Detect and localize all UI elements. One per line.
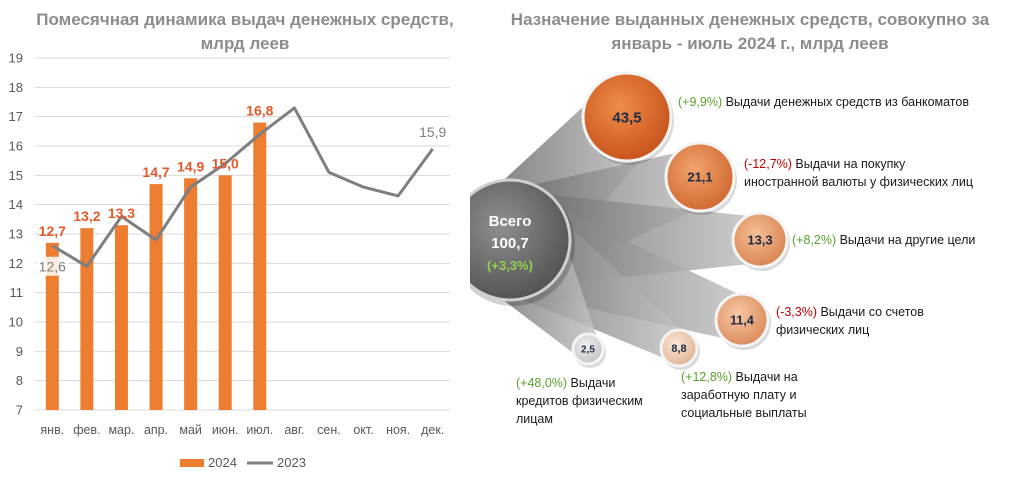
item-bubble: [714, 292, 770, 348]
bar-data-label: 13,3: [108, 205, 135, 221]
x-tick-label: дек.: [421, 423, 444, 437]
item-label: кредитов физическим: [516, 394, 643, 408]
item-label: иностранной валюты у физических лиц: [744, 175, 973, 189]
x-tick-label: апр.: [144, 423, 168, 437]
left-chart-title: Помесячная динамика выдач денежных средс…: [36, 10, 454, 53]
y-tick-label: 19: [9, 51, 23, 66]
x-tick-label: май: [179, 423, 202, 437]
item-change: (-12,7%): [744, 157, 792, 171]
bubble-value: 13,3: [747, 233, 772, 248]
bubble-value: 43,5: [612, 109, 641, 126]
line-data-label: 12,6: [39, 259, 66, 275]
line-data-label: 15,9: [419, 124, 446, 140]
bubble-value: 2,5: [581, 345, 595, 356]
x-tick-label: мар.: [108, 423, 134, 437]
item-change: (+12,8%): [681, 370, 732, 384]
legend-label-2023: 2023: [277, 455, 306, 470]
x-tick-label: авг.: [284, 423, 304, 437]
x-tick-label: окт.: [353, 423, 373, 437]
y-tick-label: 11: [10, 285, 24, 300]
item-label-text: Выдачи денежных средств из банкоматов: [722, 95, 969, 109]
x-tick-label: янв.: [40, 423, 64, 437]
item-label: физических лиц: [776, 323, 869, 337]
x-tick-label: июл.: [246, 423, 273, 437]
total-bubble: [470, 178, 572, 302]
item-label-text: Выдачи со счетов: [817, 305, 924, 319]
label-backdrop: [36, 256, 69, 276]
bubble-value: 11,4: [730, 314, 754, 328]
y-tick-label: 13: [9, 227, 23, 242]
y-tick-label: 15: [9, 168, 23, 183]
total-label: Всего: [489, 213, 532, 230]
item-change: (-3,3%): [776, 305, 817, 319]
item-label: (+12,8%) Выдачи на: [681, 370, 798, 384]
right-chart-title: Назначение выданных денежных средств, со…: [510, 10, 990, 53]
item-change: (+8,2%): [792, 233, 836, 247]
item-bubble: [664, 141, 736, 213]
bar-2024: [80, 228, 94, 410]
bar-data-label: 13,2: [73, 208, 100, 224]
fan-connector: [485, 232, 599, 357]
item-label-text: Выдачи на: [732, 370, 798, 384]
item-bubble: [659, 328, 699, 368]
bar-2024: [253, 122, 267, 411]
bar-data-label: 16,8: [246, 103, 273, 119]
y-tick-label: 17: [9, 109, 23, 124]
item-bubble: [571, 332, 605, 366]
total-change: (+3,3%): [487, 258, 533, 273]
y-tick-label: 16: [9, 139, 23, 154]
total-value: 100,7: [491, 235, 529, 252]
x-tick-label: фев.: [73, 423, 100, 437]
y-tick-label: 8: [16, 373, 23, 388]
bar-2024: [184, 178, 198, 410]
monthly-cash-withdrawals-chart: 7 8 9 10 11 12 13 14 15 16 17 18 19 янв. фев. мар. апр. м…: [9, 51, 450, 470]
legend-label-2024: 2024: [208, 455, 237, 470]
item-change: (+48,0%): [516, 376, 567, 390]
item-bubble: [581, 71, 673, 163]
item-label: лицам: [516, 412, 553, 426]
item-label: (+9,9%) Выдачи денежных средств из банко…: [678, 95, 969, 109]
item-bubble: [731, 211, 789, 269]
bar-2024: [45, 242, 59, 410]
item-label-text: Выдачи на другие цели: [836, 233, 975, 247]
item-label: (-12,7%) Выдачи на покупку: [744, 157, 906, 171]
bubble-value: 21,1: [687, 170, 712, 185]
item-label-text: Выдачи: [567, 376, 615, 390]
x-tick-label: июн.: [212, 423, 239, 437]
bar-data-label: 15,0: [212, 155, 239, 171]
bar-2024: [114, 225, 128, 410]
y-tick-label: 18: [9, 80, 23, 95]
bar-data-label: 14,9: [177, 158, 204, 174]
legend-swatch-2024: [180, 459, 204, 467]
item-label: (+48,0%) Выдачи: [516, 376, 615, 390]
y-tick-label: 10: [9, 315, 23, 330]
item-label: (-3,3%) Выдачи со счетов: [776, 305, 924, 319]
withdrawal-purpose-bubble-chart: Всего 100,7 (+3,3%) 43,5 21,1 13,3 11,4 8,8 2,5 (…: [470, 71, 975, 426]
bar-2024: [218, 175, 232, 410]
x-tick-label: сен.: [317, 423, 341, 437]
item-label-text: Выдачи на покупку: [792, 157, 906, 171]
item-label: (+8,2%) Выдачи на другие цели: [792, 233, 975, 247]
bar-2024: [149, 184, 163, 410]
x-tick-label: ноя.: [386, 423, 410, 437]
bubble-value: 8,8: [671, 343, 686, 355]
y-tick-label: 9: [16, 344, 23, 359]
bar-data-label: 14,7: [142, 164, 169, 180]
y-tick-label: 12: [9, 256, 23, 271]
line-2023: [51, 106, 434, 268]
item-label: социальные выплаты: [681, 406, 807, 420]
y-tick-label: 7: [16, 403, 23, 418]
item-label: заработную плату и: [681, 388, 796, 402]
bar-data-label: 12,7: [39, 223, 66, 239]
y-tick-label: 14: [9, 197, 23, 212]
item-change: (+9,9%): [678, 95, 722, 109]
